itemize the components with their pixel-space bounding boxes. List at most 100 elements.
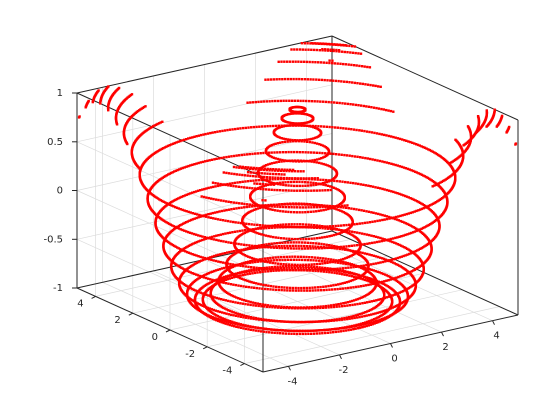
data-point	[335, 259, 339, 262]
data-point	[249, 317, 253, 320]
data-point	[247, 255, 250, 258]
data-point	[388, 259, 391, 262]
data-point	[229, 274, 232, 277]
data-point	[314, 203, 317, 206]
data-point	[249, 166, 253, 169]
data-point	[370, 254, 373, 257]
data-point	[393, 241, 396, 244]
data-point	[84, 106, 87, 109]
data-point	[287, 121, 290, 124]
data-point	[430, 149, 433, 153]
data-point	[379, 298, 382, 301]
data-point	[177, 207, 180, 210]
data-point	[162, 147, 165, 150]
data-point	[206, 277, 210, 280]
data-point	[305, 124, 309, 127]
data-point	[378, 159, 382, 163]
data-point	[245, 269, 249, 273]
data-point	[249, 303, 252, 307]
data-point	[369, 283, 372, 286]
data-point	[222, 171, 225, 174]
data-point	[212, 308, 215, 312]
data-point	[339, 287, 342, 290]
data-point	[282, 183, 285, 187]
data-point	[331, 126, 334, 129]
data-point	[293, 266, 297, 270]
data-point	[190, 218, 193, 222]
data-point	[326, 164, 329, 167]
data-point	[295, 180, 298, 184]
data-point	[252, 179, 255, 182]
data-point	[460, 162, 463, 166]
data-point	[396, 236, 399, 239]
data-point	[172, 205, 175, 208]
data-point	[333, 227, 336, 230]
data-point	[267, 205, 271, 208]
data-point	[325, 288, 328, 292]
data-point	[184, 269, 188, 272]
data-point	[331, 206, 334, 209]
data-point	[168, 172, 171, 175]
data-point	[259, 204, 262, 207]
data-point	[279, 332, 282, 335]
data-point	[364, 322, 367, 326]
data-point	[269, 269, 272, 273]
data-point	[247, 211, 250, 214]
data-point	[307, 237, 311, 241]
data-point	[179, 228, 182, 231]
data-point	[310, 263, 313, 266]
data-point	[380, 314, 383, 317]
data-point	[169, 242, 172, 245]
data-point	[304, 263, 308, 266]
data-point	[331, 331, 335, 334]
data-point	[238, 263, 242, 266]
data-point	[301, 206, 305, 209]
data-point	[202, 214, 205, 218]
data-point	[261, 199, 264, 202]
data-point	[398, 192, 401, 196]
data-point	[87, 99, 90, 103]
data-point	[357, 265, 360, 268]
data-point	[219, 253, 222, 256]
data-point	[304, 151, 307, 154]
data-point	[236, 312, 239, 315]
data-point	[293, 184, 296, 188]
data-point	[272, 183, 276, 186]
data-point	[250, 247, 253, 250]
data-point	[341, 180, 344, 183]
data-point	[366, 268, 369, 271]
data-point	[259, 259, 262, 262]
data-point	[325, 235, 329, 238]
data-point	[165, 221, 168, 224]
data-point	[249, 229, 252, 232]
data-point	[284, 137, 287, 141]
data-point	[329, 227, 333, 231]
data-point	[347, 328, 350, 332]
data-point	[300, 225, 304, 229]
data-point	[299, 263, 302, 267]
data-point	[375, 132, 379, 135]
data-point	[264, 179, 267, 182]
data-point	[276, 265, 279, 268]
data-point	[312, 189, 316, 192]
data-point	[287, 180, 290, 184]
data-point	[393, 305, 396, 309]
data-point	[347, 232, 350, 235]
data-point	[253, 208, 256, 211]
data-point	[402, 234, 405, 237]
data-point	[329, 328, 332, 331]
data-point	[222, 298, 225, 301]
data-point	[340, 80, 343, 83]
data-point	[181, 282, 184, 285]
data-point	[193, 300, 197, 304]
data-point	[273, 209, 277, 212]
data-point	[227, 200, 230, 203]
data-point	[313, 306, 316, 310]
data-point	[274, 124, 278, 128]
data-point	[288, 266, 291, 270]
data-point	[370, 308, 374, 311]
data-point	[250, 256, 254, 260]
data-point	[277, 288, 281, 292]
z-tick-label: -1	[53, 283, 63, 294]
data-point	[301, 48, 304, 51]
